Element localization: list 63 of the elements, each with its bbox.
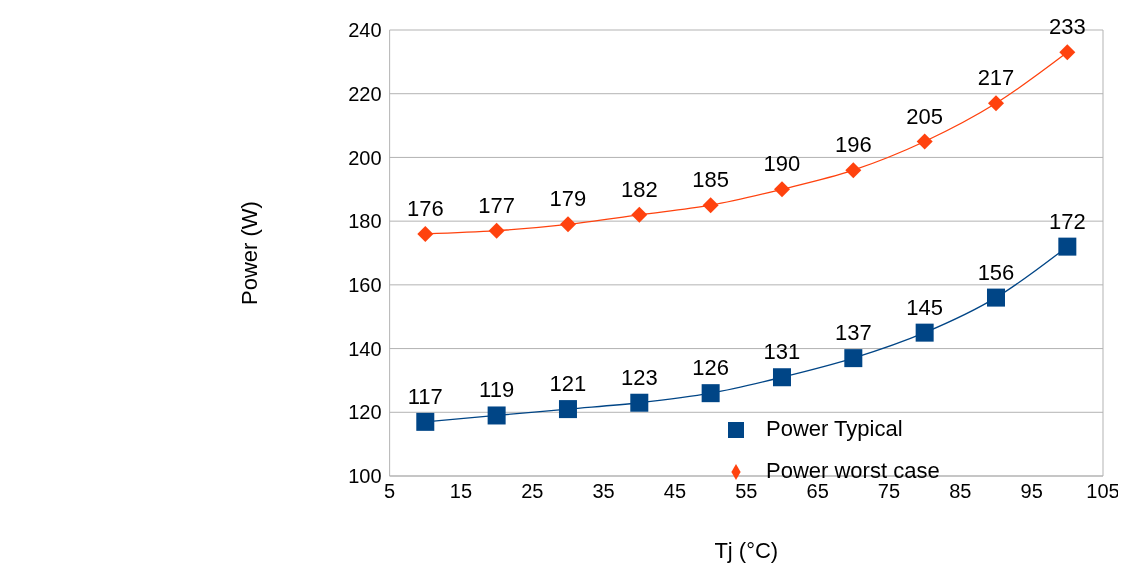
point xyxy=(416,412,435,431)
point xyxy=(772,368,791,387)
data-label: 179 xyxy=(549,186,587,212)
data-label: 233 xyxy=(1048,14,1086,40)
x-tick-label: 25 xyxy=(521,480,544,503)
y-tick-label: 240 xyxy=(348,19,382,42)
data-label: 176 xyxy=(406,195,444,221)
x-tick-label: 85 xyxy=(949,480,972,503)
x-axis-title: Tj (°C) xyxy=(714,538,779,563)
data-label: 119 xyxy=(479,377,515,403)
data-label: 145 xyxy=(906,294,944,320)
legend-label: Power Typical xyxy=(766,416,903,441)
y-tick-label: 140 xyxy=(348,337,382,360)
data-label: 123 xyxy=(620,364,658,390)
x-tick-label: 95 xyxy=(1020,480,1043,503)
point xyxy=(987,95,1004,112)
data-label: 205 xyxy=(906,103,944,129)
y-tick-label: 220 xyxy=(348,82,382,105)
data-label: 196 xyxy=(834,132,872,158)
data-label: 185 xyxy=(692,167,729,193)
point xyxy=(1058,237,1077,256)
point xyxy=(1059,44,1076,61)
point xyxy=(844,349,863,368)
point xyxy=(630,393,649,412)
point xyxy=(558,400,577,419)
x-tick-label: 105 xyxy=(1086,480,1120,503)
data-label: 182 xyxy=(620,176,658,202)
y-tick-label: 100 xyxy=(348,465,382,488)
point xyxy=(915,323,934,342)
y-tick-label: 120 xyxy=(348,401,382,424)
data-label: 126 xyxy=(692,355,729,381)
y-axis-title: Power (W) xyxy=(237,201,263,305)
data-label: 217 xyxy=(977,65,1015,91)
data-label: 131 xyxy=(763,339,801,365)
point xyxy=(845,162,862,179)
point xyxy=(916,133,933,150)
x-tick-label: 75 xyxy=(877,480,901,503)
point xyxy=(631,206,648,223)
point xyxy=(702,197,719,214)
data-label: 156 xyxy=(977,259,1015,285)
data-label: 117 xyxy=(407,383,443,409)
data-label: 121 xyxy=(549,371,587,397)
point xyxy=(773,181,790,198)
point xyxy=(559,216,576,233)
data-label: 172 xyxy=(1048,208,1086,234)
point xyxy=(488,222,505,239)
y-tick-label: 200 xyxy=(348,146,382,169)
x-tick-label: 15 xyxy=(449,480,473,503)
point xyxy=(487,406,506,425)
data-label: 190 xyxy=(763,151,801,177)
x-tick-label: 5 xyxy=(384,480,396,503)
x-tick-label: 65 xyxy=(806,480,829,503)
x-tick-label: 55 xyxy=(735,480,758,503)
point xyxy=(986,288,1005,307)
y-tick-label: 180 xyxy=(348,210,382,233)
point xyxy=(417,225,434,242)
data-label: 137 xyxy=(834,320,872,346)
x-tick-label: 35 xyxy=(592,480,615,503)
legend-label: Power worst case xyxy=(766,458,940,483)
x-tick-label: 45 xyxy=(663,480,687,503)
data-label: 177 xyxy=(478,192,515,218)
y-tick-label: 160 xyxy=(348,273,382,296)
point xyxy=(701,384,720,403)
